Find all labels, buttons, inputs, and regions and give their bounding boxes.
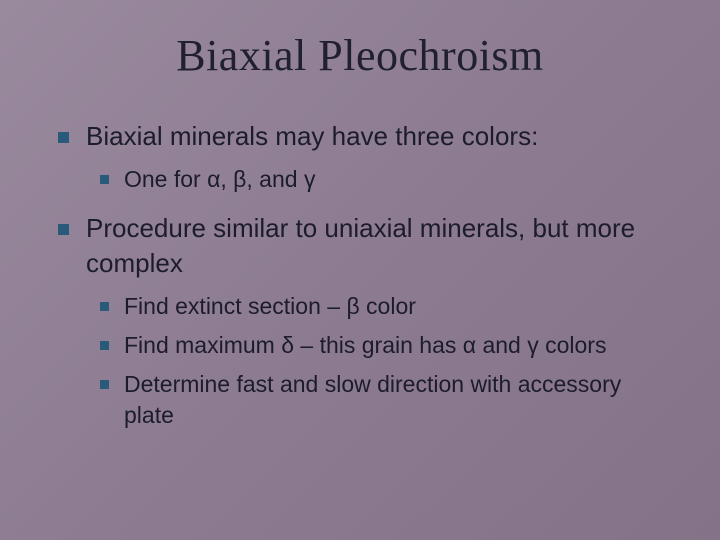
list-item: Biaxial minerals may have three colors: … — [58, 119, 670, 195]
list-item: One for α, β, and γ — [100, 164, 670, 195]
list-item: Determine fast and slow direction with a… — [100, 369, 670, 431]
bullet-text: Determine fast and slow direction with a… — [124, 371, 621, 428]
bullet-list-level2: One for α, β, and γ — [100, 164, 670, 195]
list-item: Procedure similar to uniaxial minerals, … — [58, 211, 670, 431]
bullet-list-level1: Biaxial minerals may have three colors: … — [58, 119, 670, 195]
bullet-text: Find maximum δ – this grain has α and γ … — [124, 332, 606, 358]
bullet-text: One for α, β, and γ — [124, 166, 315, 192]
bullet-text: Biaxial minerals may have three colors: — [86, 121, 538, 151]
bullet-text: Find extinct section – β color — [124, 293, 416, 319]
slide: Biaxial Pleochroism Biaxial minerals may… — [0, 0, 720, 540]
list-item: Find maximum δ – this grain has α and γ … — [100, 330, 670, 361]
bullet-text: Procedure similar to uniaxial minerals, … — [86, 213, 635, 278]
list-item: Find extinct section – β color — [100, 291, 670, 322]
bullet-list-level2: Find extinct section – β color Find maxi… — [100, 291, 670, 431]
slide-title: Biaxial Pleochroism — [50, 30, 670, 81]
bullet-list-level1: Procedure similar to uniaxial minerals, … — [58, 211, 670, 431]
